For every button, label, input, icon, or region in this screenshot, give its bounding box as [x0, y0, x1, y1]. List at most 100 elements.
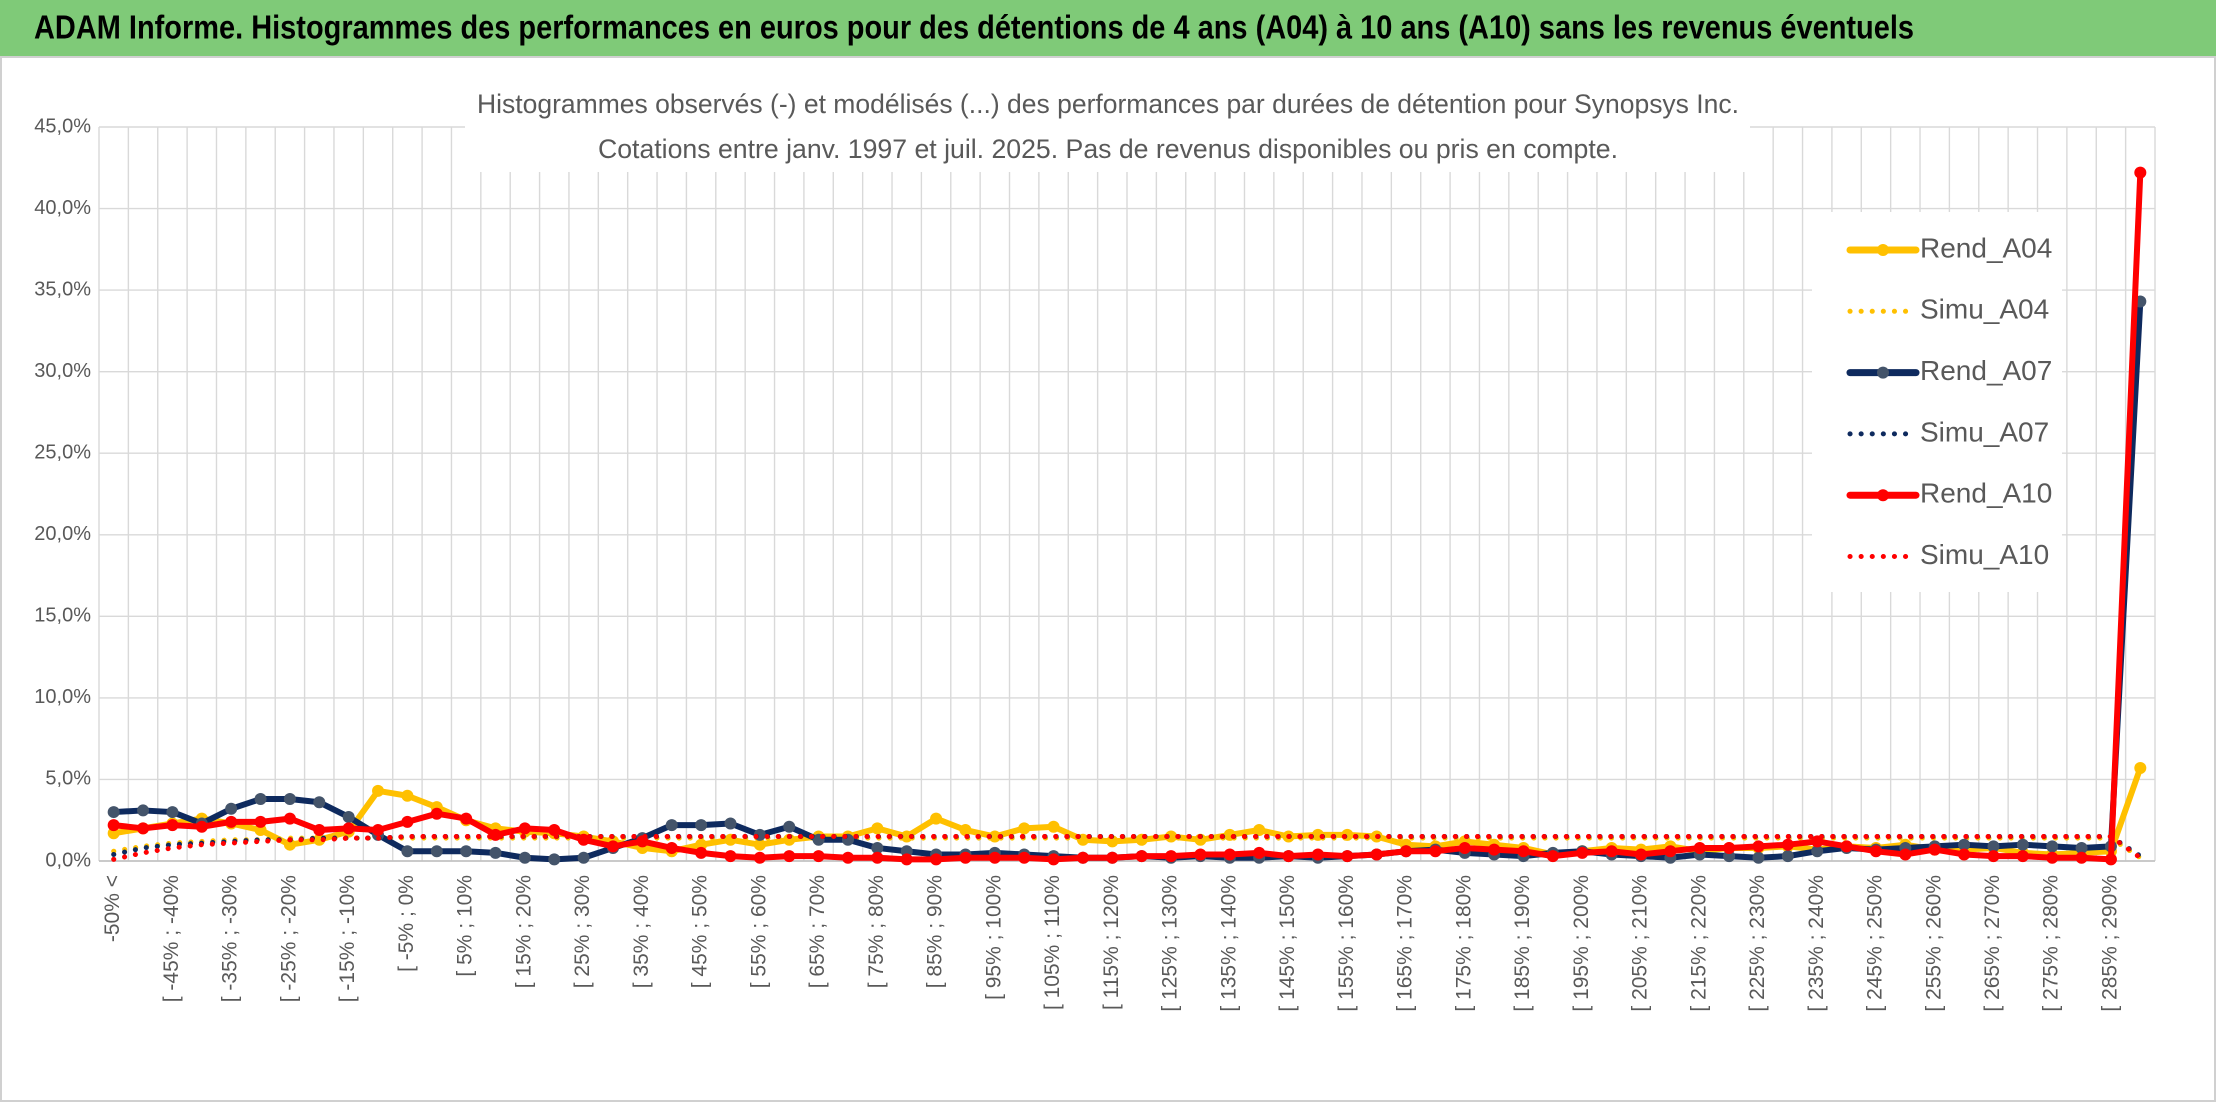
- series-line: [110, 169, 2144, 863]
- series-marker: [1018, 822, 1031, 835]
- series-marker: [372, 824, 385, 837]
- series-marker: [871, 851, 884, 864]
- series-marker: [166, 819, 179, 832]
- series-marker: [166, 806, 179, 819]
- x-tick-label: [ 135% ; 140%: [1217, 875, 1240, 1012]
- series-marker: [577, 851, 590, 864]
- x-tick-label: [ 255% ; 260%: [1922, 875, 1945, 1012]
- y-tick-label: 45,0%: [34, 115, 91, 137]
- series-marker: [1987, 840, 2000, 853]
- series-marker: [1605, 845, 1618, 858]
- series-marker: [900, 830, 913, 843]
- series-marker: [401, 789, 414, 802]
- series-marker: [930, 812, 943, 825]
- x-tick-label: [ 95% ; 100%: [982, 875, 1005, 1000]
- series-marker: [401, 845, 414, 858]
- y-tick-label: 10,0%: [34, 686, 91, 708]
- series-marker: [900, 853, 913, 866]
- y-tick-label: 35,0%: [34, 278, 91, 300]
- header-band: [0, 0, 2216, 57]
- series-marker: [1282, 850, 1295, 863]
- x-tick-label: [ 185% ; 190%: [1511, 875, 1534, 1012]
- series-marker: [2134, 762, 2147, 775]
- x-tick-label: [ 15% ; 20%: [512, 875, 535, 988]
- chart-title: Histogrammes observés (-) et modélisés (…: [477, 89, 1739, 119]
- series-marker: [1958, 838, 1971, 851]
- x-tick-label: [ 195% ; 200%: [1570, 875, 1593, 1012]
- series-marker: [283, 793, 296, 806]
- legend-label: Rend_A04: [1920, 232, 2052, 263]
- series-marker: [518, 822, 531, 835]
- series-marker: [2046, 851, 2059, 864]
- series-marker: [1194, 848, 1207, 861]
- x-tick-label: [ 285% ; 290%: [2098, 875, 2121, 1012]
- series-marker: [107, 819, 120, 832]
- series-marker: [1840, 840, 1853, 853]
- series-marker: [2134, 166, 2147, 179]
- series-marker: [460, 845, 473, 858]
- series-marker: [1311, 848, 1324, 861]
- legend-label: Simu_A10: [1920, 539, 2049, 570]
- series-marker: [1781, 838, 1794, 851]
- series-marker: [1341, 850, 1354, 863]
- series-marker: [1869, 845, 1882, 858]
- series-marker: [1076, 851, 1089, 864]
- series-marker: [548, 824, 561, 837]
- series-marker: [313, 796, 326, 809]
- series-marker: [1429, 845, 1442, 858]
- y-tick-label: 25,0%: [34, 442, 91, 464]
- series-marker: [489, 846, 502, 859]
- series-marker: [283, 812, 296, 825]
- series-marker: [2016, 850, 2029, 863]
- series-marker: [871, 822, 884, 835]
- x-tick-label: [ -25% ; -20%: [277, 875, 300, 1002]
- series-marker: [724, 817, 737, 830]
- series-marker: [2046, 840, 2059, 853]
- series-marker: [1723, 841, 1736, 854]
- x-tick-label: [ 235% ; 240%: [1805, 875, 1828, 1012]
- series-marker: [1135, 850, 1148, 863]
- series-marker: [372, 784, 385, 797]
- y-tick-label: 40,0%: [34, 197, 91, 219]
- series-marker: [107, 806, 120, 819]
- series-marker: [2104, 853, 2117, 866]
- series-marker: [2016, 838, 2029, 851]
- frame: [0, 56, 2216, 1102]
- series-marker: [1047, 820, 1060, 833]
- series-marker: [1811, 845, 1824, 858]
- series-marker: [137, 804, 150, 817]
- legend-label: Simu_A04: [1920, 294, 2049, 325]
- series-marker: [1664, 845, 1677, 858]
- series-marker: [1106, 851, 1119, 864]
- x-tick-label: [ 245% ; 250%: [1864, 875, 1887, 1012]
- series-marker: [753, 851, 766, 864]
- series-marker: [2075, 851, 2088, 864]
- series-marker: [665, 819, 678, 832]
- series-marker: [724, 850, 737, 863]
- series-marker: [1752, 851, 1765, 864]
- legend-marker: [1877, 366, 1889, 379]
- series-marker: [783, 850, 796, 863]
- series-marker: [812, 850, 825, 863]
- series-marker: [518, 851, 531, 864]
- legend-box: [1812, 212, 2062, 592]
- x-tick-label: [ 45% ; 50%: [689, 875, 712, 988]
- series-marker: [460, 812, 473, 825]
- series-marker: [254, 815, 267, 828]
- x-tick-label: -50% <: [101, 875, 124, 942]
- x-tick-label: [ 5% ; 10%: [454, 875, 477, 977]
- series-marker: [283, 838, 296, 851]
- series-marker: [930, 853, 943, 866]
- x-tick-label: [ 35% ; 40%: [630, 875, 653, 988]
- series-marker: [1958, 848, 1971, 861]
- series-marker: [225, 815, 238, 828]
- x-tick-label: [ 25% ; 30%: [571, 875, 594, 988]
- series-marker: [988, 851, 1001, 864]
- x-tick-label: [ 75% ; 80%: [865, 875, 888, 988]
- series-marker: [695, 819, 708, 832]
- series-marker: [959, 851, 972, 864]
- series-marker: [1693, 841, 1706, 854]
- series-marker: [1987, 850, 2000, 863]
- series-marker: [1488, 843, 1501, 856]
- series-marker: [959, 824, 972, 837]
